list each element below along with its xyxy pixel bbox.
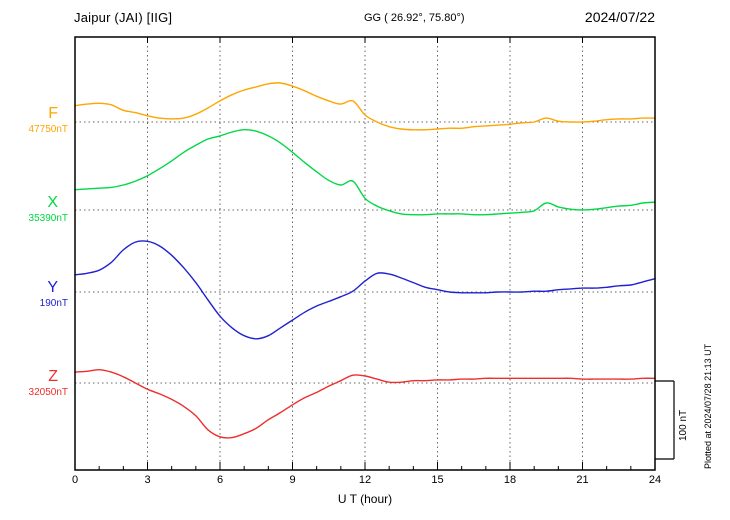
x-axis-tick-labels: 0 3 6 9 12 15 18 21 24 [0,474,730,488]
trace-label-f: F [48,105,58,122]
trace-baseline-z: 32050nT [28,387,68,398]
x-tick-label: 9 [289,474,296,486]
trace-x [74,128,656,216]
trace-y [74,240,656,340]
scale-bar-label: 100 nT [678,409,689,441]
x-axis-title: U T (hour) [337,492,393,506]
plot-date: 2024/07/22 [584,9,655,25]
trace-baseline-f: 47750nT [28,124,68,135]
x-tick-label: 0 [71,474,79,486]
x-tick-label: 24 [648,474,662,486]
trace-label-y: Y [47,279,58,296]
x-tick-label: 3 [144,474,151,486]
trace-label-x: X [47,194,58,211]
trace-label-z: Z [48,368,58,385]
trace-z [74,368,656,439]
trace-f [74,82,656,131]
x-tick-label: 18 [503,474,517,486]
trace-baseline-x: 35390nT [28,213,68,224]
station-title: Jaipur (JAI) [IIG] [74,10,173,25]
x-tick-label: 6 [216,474,224,486]
x-tick-label: 15 [431,474,444,486]
x-tick-label: 12 [358,474,372,486]
geographic-coords: GG ( 26.92°, 75.80°) [364,12,465,24]
trace-baseline-y: 190nT [39,298,68,309]
x-tick-label: 21 [576,474,589,486]
plotted-at-note: Plotted at 2024/07/28 21:13 UT [703,343,713,469]
